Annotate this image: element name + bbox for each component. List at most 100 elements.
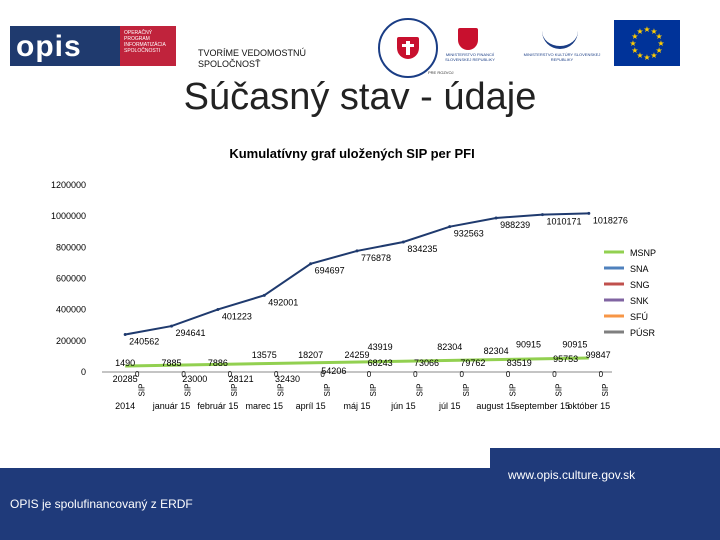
series-data-label: 43919 <box>368 342 393 352</box>
eu-star-icon: ★ <box>643 53 650 62</box>
zero-value-label: 0 <box>413 370 418 379</box>
y-tick-label: 400000 <box>56 305 86 315</box>
x-sublabel-sip: SIP <box>601 384 610 397</box>
x-sublabel-sip: SIP <box>508 384 517 397</box>
cumulative-data-label: 776878 <box>361 253 391 263</box>
x-category-label: október 15 <box>568 401 611 411</box>
cumulative-data-label: 932563 <box>454 229 484 239</box>
zero-value-label: 0 <box>320 370 325 379</box>
ministry-shield-icon <box>458 28 478 50</box>
x-category-label: apríl 15 <box>296 401 326 411</box>
x-sublabel-sip: SIP <box>323 384 332 397</box>
cumulative-data-label: 492001 <box>268 297 298 307</box>
series-data-label: 79762 <box>460 358 485 368</box>
x-category-label: jún 15 <box>390 401 416 411</box>
cumulative-data-label: 240562 <box>129 337 159 347</box>
series-data-label: 99847 <box>586 350 611 360</box>
ministry-culture-text: MINISTERSTVO KULTÚRY SLOVENSKEJ REPUBLIK… <box>523 52 601 62</box>
x-sublabel-sip: SIP <box>137 384 146 397</box>
x-category-label: júl 15 <box>438 401 461 411</box>
cumulative-data-label: 1010171 <box>546 217 581 227</box>
eu-star-icon: ★ <box>643 25 650 34</box>
cross-bar-icon <box>402 44 414 47</box>
footer-bar-right <box>490 448 720 540</box>
x-category-label: február 15 <box>197 401 238 411</box>
series-data-label: 24259 <box>344 350 369 360</box>
series-data-label: 54206 <box>321 366 346 376</box>
crest-caption: PRE ROZVOJ <box>428 70 454 75</box>
ministry-culture-logo: MINISTERSTVO KULTÚRY SLOVENSKEJ REPUBLIK… <box>522 26 602 70</box>
cumulative-series-line <box>125 212 589 336</box>
x-category-label: september 15 <box>515 401 570 411</box>
x-sublabel-sip: SIP <box>230 384 239 397</box>
series-data-label: 90915 <box>516 340 541 350</box>
cumulative-point <box>401 240 405 244</box>
series-data-label: 7886 <box>208 358 228 368</box>
series-data-label: 82304 <box>484 346 509 356</box>
cumulative-point <box>494 216 498 220</box>
series-data-label: 13575 <box>252 350 277 360</box>
ministry-culture-mark-icon <box>542 28 578 49</box>
tagline: TVORÍME VEDOMOSTNÚ SPOLOČNOSŤ <box>198 48 307 69</box>
zero-value-label: 0 <box>599 370 604 379</box>
y-tick-label: 0 <box>81 367 86 377</box>
opis-side-line: PROGRAM <box>124 36 150 42</box>
series-data-label: 83519 <box>507 358 532 368</box>
eu-star-icon: ★ <box>631 32 638 41</box>
x-sublabel-sip: SIP <box>416 384 425 397</box>
series-data-label: 23000 <box>182 374 207 384</box>
cumulative-data-label: 694697 <box>315 266 345 276</box>
eu-star-icon: ★ <box>636 51 643 60</box>
erdf-note: OPIS je spolufinancovaný z ERDF <box>10 497 193 511</box>
opis-logo-side-text: OPERAČNÝ PROGRAM INFORMATIZÁCIA SPOLOČNO… <box>124 30 166 54</box>
x-sublabel-sip: SIP <box>369 384 378 397</box>
eu-flag-icon: ★ ★ ★ ★ ★ ★ ★ ★ ★ ★ ★ ★ <box>614 20 680 66</box>
eu-star-icon: ★ <box>650 27 657 36</box>
x-category-label: august 15 <box>476 401 516 411</box>
series-data-label: 7885 <box>162 358 182 368</box>
y-tick-label: 800000 <box>56 242 86 252</box>
cumulative-data-label: 294641 <box>176 328 206 338</box>
zero-value-label: 0 <box>135 370 140 379</box>
legend-label: SNK <box>630 296 649 306</box>
opis-logo: opis <box>10 26 120 66</box>
zero-value-label: 0 <box>460 370 465 379</box>
x-sublabel-sip: SIP <box>184 384 193 397</box>
footer-bar-left <box>0 468 490 540</box>
x-category-label: máj 15 <box>343 401 370 411</box>
y-tick-label: 600000 <box>56 274 86 284</box>
y-tick-label: 1000000 <box>51 211 86 221</box>
cumulative-point <box>262 293 266 297</box>
cumulative-point <box>216 307 220 311</box>
opis-logo-side <box>120 26 176 66</box>
legend-label: MSNP <box>630 248 656 258</box>
series-data-label: 20285 <box>113 374 138 384</box>
ministry-finance-text: MINISTERSTVO FINANCIÍ SLOVENSKEJ REPUBLI… <box>445 52 495 62</box>
eu-star-icon: ★ <box>636 27 643 36</box>
opis-side-line: OPERAČNÝ <box>124 30 153 36</box>
cumulative-data-label: 834235 <box>407 244 437 254</box>
eu-star-icon: ★ <box>656 32 663 41</box>
cumulative-sip-chart: Kumulatívny graf uložených SIP per PFI 12… <box>51 146 656 411</box>
series-data-label: 18207 <box>298 350 323 360</box>
slovak-crest-seal <box>378 18 438 78</box>
x-category-label: marec 15 <box>246 401 284 411</box>
opis-side-line: SPOLOČNOSTI <box>124 48 161 54</box>
x-sublabel-sip: SIP <box>462 384 471 397</box>
crest-shield-icon <box>397 37 419 59</box>
cumulative-point <box>170 324 174 328</box>
legend-label: SNG <box>630 280 650 290</box>
opis-side-line: INFORMATIZÁCIA <box>124 42 166 48</box>
legend-label: SFÚ <box>630 312 648 322</box>
eu-star-icon: ★ <box>629 39 636 48</box>
chart-title: Kumulatívny graf uložených SIP per PFI <box>229 146 474 161</box>
header: opis OPERAČNÝ PROGRAM INFORMATIZÁCIA SPO… <box>0 0 720 80</box>
x-sublabel-sip: SIP <box>555 384 564 397</box>
cumulative-point <box>540 213 544 217</box>
website-link[interactable]: www.opis.culture.gov.sk <box>508 468 636 482</box>
y-tick-label: 1200000 <box>51 180 86 190</box>
cumulative-point <box>587 211 591 215</box>
series-data-label: 73066 <box>414 358 439 368</box>
x-sublabel-sip: SIP <box>276 384 285 397</box>
eu-star-icon: ★ <box>631 46 638 55</box>
